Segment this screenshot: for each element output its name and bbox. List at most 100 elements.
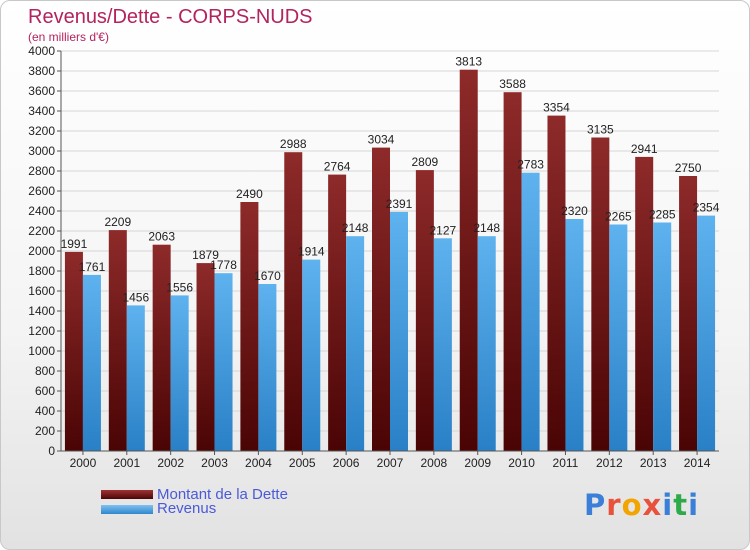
x-tick-label: 2001 <box>113 456 140 470</box>
bar-debt <box>415 170 434 451</box>
y-tick-label: 2800 <box>28 164 55 178</box>
data-label-revenus: 2148 <box>342 221 369 235</box>
data-label-revenus: 2783 <box>517 158 544 172</box>
bar-debt <box>328 174 347 451</box>
legend-swatch-debt <box>101 490 153 499</box>
data-label-debt: 2750 <box>675 161 702 175</box>
y-tick-label: 2600 <box>28 184 55 198</box>
legend-swatch-revenus <box>101 505 153 514</box>
bar-revenus <box>521 172 540 451</box>
logo-letter: P <box>584 488 607 522</box>
y-tick-label: 1800 <box>28 264 55 278</box>
bar-debt <box>372 147 390 451</box>
data-label-debt: 2809 <box>412 155 439 169</box>
y-tick-label: 600 <box>35 384 55 398</box>
y-tick-label: 3200 <box>28 124 55 138</box>
y-tick-label: 3600 <box>28 84 55 98</box>
bar-revenus <box>170 295 189 451</box>
bar-debt <box>679 176 698 451</box>
y-tick-label: 2000 <box>28 244 55 258</box>
x-tick-label: 2008 <box>421 456 448 470</box>
x-tick-label: 2002 <box>157 456 184 470</box>
bar-debt <box>108 230 127 451</box>
legend-label-debt: Montant de la Dette <box>157 486 288 503</box>
x-tick-label: 2014 <box>684 456 711 470</box>
logo-letter: r <box>606 488 622 522</box>
data-label-revenus: 2354 <box>693 201 720 215</box>
bar-debt <box>152 244 171 451</box>
bar-revenus <box>697 215 716 451</box>
x-tick-label: 2006 <box>333 456 360 470</box>
y-tick-label: 1200 <box>28 324 55 338</box>
y-tick-label: 200 <box>35 424 55 438</box>
y-tick-label: 400 <box>35 404 55 418</box>
y-tick-label: 3400 <box>28 104 55 118</box>
bar-revenus <box>258 284 277 451</box>
bar-debt <box>196 263 215 451</box>
bar-debt <box>591 137 610 451</box>
bar-revenus <box>302 259 321 451</box>
logo-letter: x <box>642 488 663 522</box>
legend-label-revenus: Revenus <box>157 500 217 517</box>
logo-letter: i <box>662 488 674 522</box>
y-tick-label: 800 <box>35 364 55 378</box>
bars <box>64 69 716 451</box>
chart-subtitle: (en milliers d'€) <box>28 30 109 44</box>
bar-revenus <box>609 224 628 451</box>
data-label-debt: 3034 <box>368 133 395 147</box>
x-tick-label: 2012 <box>596 456 623 470</box>
logo-letter: o <box>621 488 643 522</box>
proxiti-logo: Proxiti <box>584 488 699 522</box>
data-label-revenus: 2285 <box>649 208 676 222</box>
bar-revenus <box>477 236 496 451</box>
data-label-debt: 3135 <box>587 123 614 137</box>
data-label-debt: 2063 <box>148 230 175 244</box>
y-tick-label: 3000 <box>28 144 55 158</box>
bar-revenus <box>126 305 145 451</box>
x-tick-label: 2010 <box>508 456 535 470</box>
y-tick-label: 1400 <box>28 304 55 318</box>
data-label-debt: 2988 <box>280 137 307 151</box>
bar-debt <box>635 156 654 451</box>
bar-debt <box>284 152 303 451</box>
x-tick-label: 2005 <box>289 456 316 470</box>
bar-revenus <box>346 236 365 451</box>
data-label-revenus: 1670 <box>254 269 281 283</box>
x-axis-ticks: 2000 2001 2002 2003 2004 2005 2006 2007 2008 2009… <box>70 451 711 470</box>
logo-letter: i <box>688 488 700 522</box>
y-tick-label: 2400 <box>28 204 55 218</box>
bar-revenus <box>214 273 233 451</box>
data-label-revenus: 2391 <box>386 197 413 211</box>
data-label-debt: 3588 <box>499 77 526 91</box>
data-label-debt: 2490 <box>236 187 263 201</box>
data-label-debt: 3813 <box>455 55 482 69</box>
bar-debt <box>64 251 83 451</box>
data-label-revenus: 1914 <box>298 245 325 259</box>
y-tick-label: 4000 <box>28 44 55 58</box>
x-tick-label: 2011 <box>553 456 579 470</box>
data-label-debt: 2941 <box>631 142 658 156</box>
bar-debt <box>240 202 259 451</box>
data-label-debt: 2764 <box>324 160 351 174</box>
bar-revenus <box>433 238 452 451</box>
data-label-revenus: 1761 <box>79 260 106 274</box>
bar-debt <box>459 69 478 451</box>
x-tick-label: 2013 <box>640 456 667 470</box>
bar-debt <box>547 115 566 451</box>
y-axis-ticks: 0 200 400 600 800 1000 1200 1400 1600 1800 2000 220… <box>28 44 61 458</box>
bar-revenus <box>653 222 672 451</box>
y-tick-label: 1000 <box>28 344 55 358</box>
bar-revenus <box>390 211 408 451</box>
y-tick-label: 0 <box>48 444 55 458</box>
bar-revenus <box>565 219 584 451</box>
data-label-debt: 1879 <box>192 248 219 262</box>
data-label-revenus: 2148 <box>473 221 500 235</box>
data-label-revenus: 2265 <box>605 210 632 224</box>
x-tick-label: 2009 <box>464 456 491 470</box>
data-label-revenus: 2320 <box>561 204 588 218</box>
x-tick-label: 2004 <box>245 456 272 470</box>
x-tick-label: 2000 <box>70 456 97 470</box>
